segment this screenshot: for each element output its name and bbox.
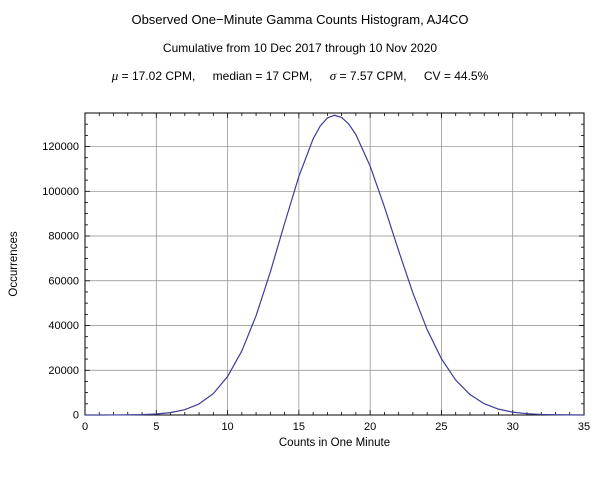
x-tick-label: 10 [221, 421, 233, 433]
x-tick-label: 15 [293, 421, 305, 433]
chart-title: Observed One−Minute Gamma Counts Histogr… [131, 12, 469, 27]
plot-frame [84, 112, 585, 416]
x-tick-label: 5 [153, 421, 159, 433]
y-tick-label: 20000 [48, 365, 79, 377]
y-tick-label: 40000 [48, 320, 79, 332]
stat-sigma: σ = 7.57 CPM, [329, 68, 407, 83]
plot-area: 0 5 10 15 20 25 30 35 0 20000 40000 60000 80000 10000… [0, 103, 600, 475]
sigma-symbol: σ [329, 68, 337, 83]
y-tick-label: 100000 [42, 186, 79, 198]
chart-header: Observed One−Minute Gamma Counts Histogr… [0, 0, 600, 84]
sigma-value: = 7.57 CPM, [336, 69, 407, 83]
mu-symbol: μ [111, 68, 119, 83]
x-tick-label: 20 [364, 421, 376, 433]
stats-line: μ = 17.02 CPM, median = 17 CPM, σ = 7.57… [0, 68, 600, 84]
stat-cv: CV = 44.5% [423, 69, 489, 83]
y-tick-label: 0 [73, 410, 79, 422]
histogram-curve [84, 114, 585, 416]
stat-mu: μ = 17.02 CPM, [111, 68, 196, 83]
chart-subtitle: Cumulative from 10 Dec 2017 through 10 N… [162, 41, 438, 55]
y-axis-label: Occurrences [8, 231, 20, 296]
y-tick-label: 60000 [48, 275, 79, 287]
y-tick-label: 120000 [42, 141, 79, 153]
x-axis-label: Counts in One Minute [279, 437, 390, 449]
x-tick-label: 30 [507, 421, 519, 433]
x-tick-label: 0 [82, 421, 88, 433]
mu-value: = 17.02 CPM, [118, 69, 196, 83]
stat-median: median = 17 CPM, [212, 69, 313, 83]
x-tick-label: 35 [578, 421, 590, 433]
x-tick-label: 25 [435, 421, 447, 433]
y-tick-label: 80000 [48, 231, 79, 243]
gamma-histogram-chart: 0 5 10 15 20 25 30 35 0 20000 40000 60000 80000 10000… [8, 112, 590, 449]
